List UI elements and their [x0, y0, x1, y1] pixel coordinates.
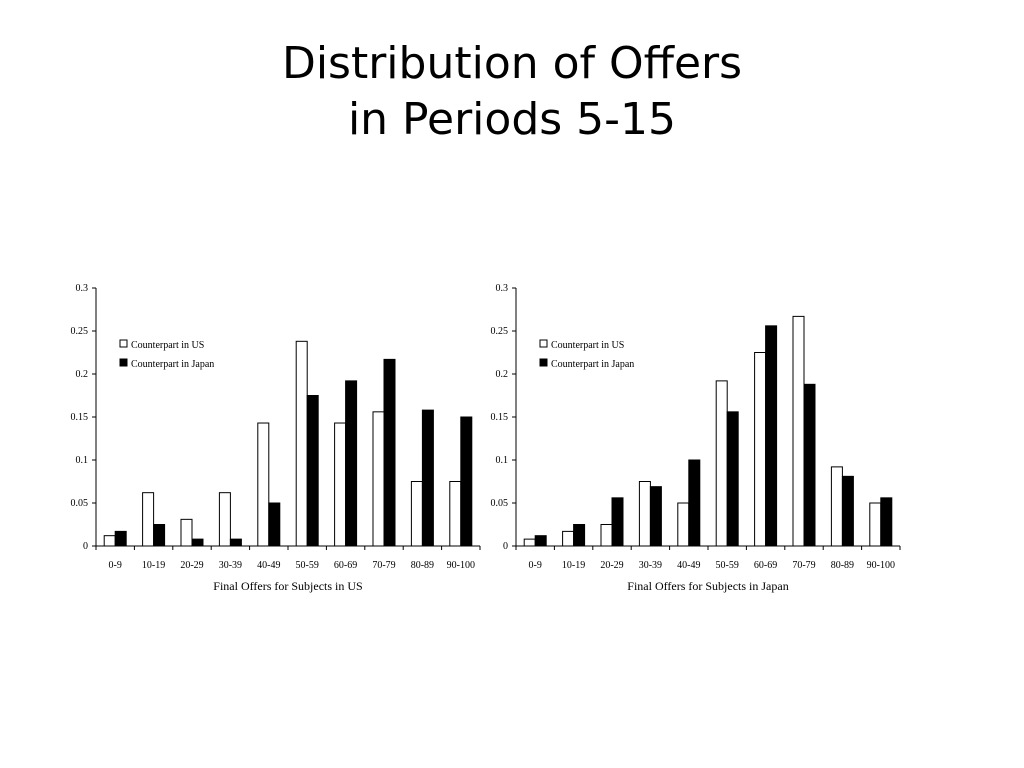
x-tick-label: 70-79	[372, 560, 395, 571]
bar-counterpart-us	[103, 535, 116, 547]
bar-counterpart-us	[372, 411, 385, 547]
bar-counterpart-us	[218, 492, 231, 547]
y-tick-label: 0.05	[71, 498, 89, 509]
x-tick-label: 20-29	[600, 560, 623, 571]
legend-label-japan: Counterpart in Japan	[551, 359, 634, 370]
y-tick-label: 0.2	[496, 369, 509, 380]
bar-counterpart-us	[295, 340, 308, 547]
x-tick-label: 10-19	[562, 560, 585, 571]
bar-counterpart-us	[638, 481, 651, 547]
bar-counterpart-japan	[268, 502, 281, 547]
bar-counterpart-us	[792, 315, 805, 547]
bar-counterpart-us	[830, 466, 843, 547]
x-tick-label: 80-89	[411, 560, 434, 571]
legend-swatch-japan	[119, 358, 128, 367]
x-tick-label: 60-69	[754, 560, 777, 571]
bar-counterpart-us	[334, 422, 347, 547]
y-tick-label: 0.15	[71, 412, 89, 423]
bar-counterpart-us	[523, 538, 536, 547]
x-tick-label: 60-69	[334, 560, 357, 571]
bar-counterpart-japan	[688, 459, 701, 547]
bar-counterpart-japan	[153, 524, 166, 547]
x-tick-label: 40-49	[257, 560, 280, 571]
bar-counterpart-us	[410, 481, 423, 547]
bar-counterpart-japan	[803, 383, 816, 547]
x-tick-label: 0-9	[529, 560, 542, 571]
bar-counterpart-japan	[421, 409, 434, 547]
y-tick-label: 0	[503, 541, 508, 552]
bar-counterpart-japan	[306, 395, 319, 547]
bar-counterpart-us	[869, 502, 882, 547]
x-axis-title: Final Offers for Subjects in Japan	[627, 579, 788, 593]
y-tick-label: 0.1	[76, 455, 89, 466]
x-tick-label: 70-79	[792, 560, 815, 571]
slide-title: Distribution of Offers in Periods 5-15	[0, 36, 1024, 148]
legend-label-us: Counterpart in US	[131, 340, 204, 351]
x-tick-label: 80-89	[831, 560, 854, 571]
y-tick-label: 0.2	[76, 369, 89, 380]
bar-counterpart-us	[677, 502, 690, 547]
bar-counterpart-us	[562, 530, 575, 547]
bar-counterpart-japan	[765, 325, 778, 547]
bar-counterpart-japan	[383, 358, 396, 547]
bar-counterpart-us	[142, 492, 155, 547]
y-tick-label: 0.15	[491, 412, 509, 423]
bar-counterpart-japan	[229, 538, 242, 547]
title-line-1: Distribution of Offers	[281, 38, 743, 89]
bar-counterpart-us	[754, 352, 767, 547]
x-axis-title: Final Offers for Subjects in US	[213, 579, 362, 593]
bar-counterpart-japan	[573, 524, 586, 547]
legend-swatch-us	[539, 339, 548, 348]
bar-counterpart-us	[180, 518, 193, 547]
bar-counterpart-japan	[726, 411, 739, 547]
x-tick-label: 20-29	[180, 560, 203, 571]
bar-counterpart-us	[600, 524, 613, 547]
legend-label-us: Counterpart in US	[551, 340, 624, 351]
x-tick-label: 30-39	[219, 560, 242, 571]
y-tick-label: 0.25	[491, 326, 509, 337]
y-tick-label: 0.05	[491, 498, 509, 509]
chart-us-offers: 0 0.05 0.1 0.15 0.2 0.25 0.3 0-9 10-19 20-29 30-39…	[71, 283, 481, 593]
bar-counterpart-japan	[345, 380, 358, 547]
x-tick-label: 50-59	[716, 560, 739, 571]
bar-counterpart-japan	[191, 538, 204, 547]
x-tick-label: 30-39	[639, 560, 662, 571]
bar-counterpart-us	[257, 422, 270, 547]
x-tick-label: 40-49	[677, 560, 700, 571]
chart-japan-offers: 0 0.05 0.1 0.15 0.2 0.25 0.3 0-9 10-19 20-29 30-39…	[491, 283, 901, 593]
x-tick-label: 0-9	[109, 560, 122, 571]
x-tick-label: 10-19	[142, 560, 165, 571]
y-tick-label: 0.3	[496, 283, 509, 294]
bar-counterpart-japan	[611, 497, 624, 547]
legend-swatch-us	[119, 339, 128, 348]
y-tick-label: 0.3	[76, 283, 89, 294]
bar-counterpart-japan	[649, 486, 662, 547]
bar-counterpart-us	[715, 380, 728, 547]
x-tick-label: 90-100	[867, 560, 895, 571]
y-tick-label: 0.25	[71, 326, 89, 337]
legend-swatch-japan	[539, 358, 548, 367]
bar-counterpart-japan	[114, 530, 127, 547]
x-tick-label: 90-100	[447, 560, 475, 571]
y-tick-label: 0.1	[496, 455, 509, 466]
bar-counterpart-japan	[460, 416, 473, 547]
bar-counterpart-japan	[841, 475, 854, 547]
y-tick-label: 0	[83, 541, 88, 552]
bar-counterpart-japan	[534, 535, 547, 547]
bar-counterpart-japan	[880, 497, 893, 547]
x-tick-label: 50-59	[296, 560, 319, 571]
legend-label-japan: Counterpart in Japan	[131, 359, 214, 370]
title-line-2: in Periods 5-15	[347, 94, 677, 145]
